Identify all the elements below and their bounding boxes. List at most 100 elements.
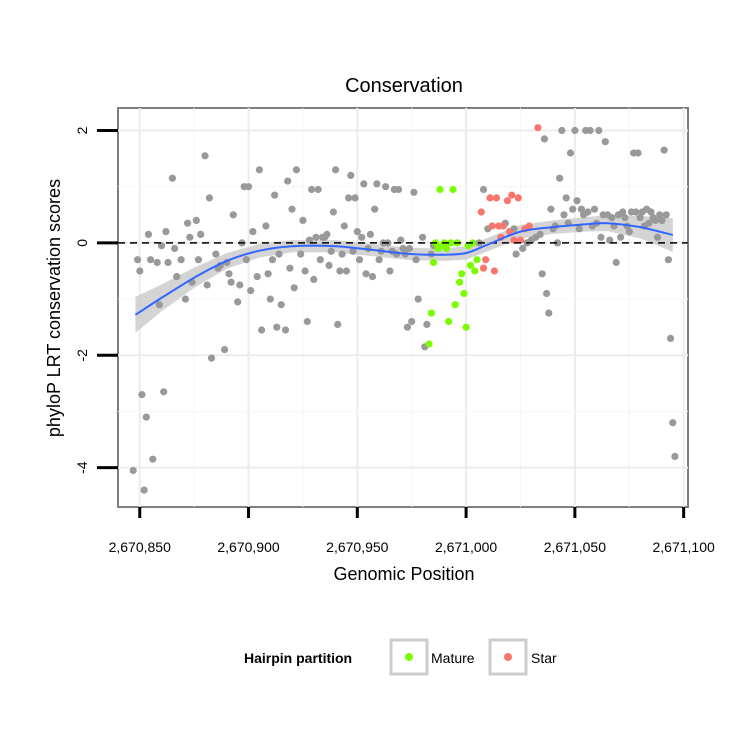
data-point-other	[207, 354, 216, 362]
data-point-star	[508, 191, 516, 199]
data-point-star	[516, 236, 525, 244]
data-point-mature	[458, 270, 466, 278]
data-point-mature	[462, 323, 470, 331]
data-point-other	[558, 126, 566, 135]
data-point-other	[205, 194, 213, 202]
data-point-other	[595, 126, 603, 135]
legend-item-mature: Mature	[389, 638, 475, 676]
data-point-other	[136, 267, 144, 275]
data-point-other	[264, 270, 272, 278]
data-point-other	[327, 247, 335, 255]
data-point-other	[543, 289, 551, 298]
data-point-other	[645, 219, 653, 227]
data-point-other	[308, 185, 316, 194]
data-point-other	[244, 183, 253, 191]
data-point-star	[534, 124, 542, 132]
data-point-other	[636, 214, 644, 222]
data-point-other	[134, 256, 142, 264]
data-point-star	[486, 194, 494, 202]
x-tick-label: 2,671,050	[544, 539, 606, 555]
data-point-other	[273, 323, 281, 331]
data-point-other	[375, 256, 383, 264]
data-point-other	[571, 126, 579, 135]
data-point-other	[536, 230, 544, 238]
data-point-other	[368, 273, 377, 281]
data-point-other	[229, 211, 237, 219]
data-point-other	[597, 233, 605, 241]
data-point-mature	[451, 301, 459, 309]
data-point-other	[566, 149, 575, 157]
data-point-other	[405, 244, 414, 253]
data-point-other	[247, 287, 255, 295]
data-point-other	[212, 250, 220, 258]
data-point-mature	[456, 278, 464, 286]
x-axis: 2,670,850 2,670,900 2,670,950 2,671,000 2,67…	[109, 507, 715, 555]
confidence-band-area	[135, 215, 673, 333]
data-point-other	[584, 208, 592, 216]
y-tick-label: 2	[74, 126, 90, 134]
data-point-other	[382, 183, 390, 191]
data-point-other	[225, 270, 233, 278]
data-point-other	[606, 236, 614, 244]
data-point-other	[423, 320, 431, 328]
smooth-line	[134, 222, 674, 316]
data-point-mature	[466, 261, 474, 269]
data-point-other	[412, 256, 420, 264]
data-point-other	[236, 281, 244, 289]
data-point-other	[268, 256, 277, 264]
data-point-other	[608, 214, 616, 222]
data-point-other	[547, 205, 555, 213]
data-point-other	[397, 236, 405, 244]
data-point-other	[157, 242, 166, 250]
data-point-other	[519, 244, 527, 253]
legend-swatch-mature	[405, 653, 413, 661]
data-point-other	[147, 256, 155, 264]
data-point-other	[512, 250, 520, 258]
data-point-other	[310, 275, 318, 283]
data-point-other	[625, 228, 633, 236]
smooth-curve	[134, 222, 674, 316]
x-tick-label: 2,670,950	[326, 539, 388, 555]
data-point-other	[160, 388, 168, 396]
data-point-other	[586, 126, 594, 135]
data-point-other	[316, 256, 324, 264]
data-point-other	[664, 256, 673, 264]
grid-lines	[118, 108, 688, 507]
data-point-other	[184, 219, 192, 227]
data-point-other	[297, 250, 305, 258]
data-point-other	[171, 244, 179, 253]
data-point-other	[590, 205, 599, 213]
data-point-other	[329, 208, 337, 216]
data-point-star	[503, 197, 511, 205]
data-point-other	[342, 267, 350, 275]
data-point-other	[138, 391, 146, 399]
data-point-other	[177, 256, 185, 264]
data-point-mature	[436, 185, 444, 194]
data-point-other	[366, 230, 374, 238]
data-point-star	[525, 222, 533, 230]
data-point-other	[266, 295, 274, 303]
data-point-other	[612, 258, 620, 267]
data-point-other	[540, 135, 549, 143]
data-point-other	[545, 309, 553, 317]
y-tick-label: -4	[74, 461, 90, 474]
x-tick-label: 2,671,100	[653, 539, 715, 555]
data-point-other	[203, 281, 211, 289]
data-point-other	[653, 233, 662, 241]
data-point-other	[305, 236, 314, 244]
legend-swatch-star	[504, 653, 512, 661]
data-point-other	[632, 208, 640, 216]
data-point-other	[234, 298, 242, 306]
data-point-other	[129, 466, 137, 475]
data-point-other	[419, 233, 427, 241]
data-point-other	[479, 185, 488, 194]
legend-label-mature: Mature	[431, 650, 475, 666]
data-point-other	[371, 205, 379, 213]
data-point-other	[667, 334, 675, 342]
y-axis-title: phyloP LRT conservation scores	[44, 179, 64, 437]
x-tick-label: 2,671,000	[435, 539, 497, 555]
data-point-other	[286, 264, 294, 272]
data-point-other	[323, 230, 331, 238]
data-point-other	[153, 258, 161, 267]
data-point-other	[651, 216, 660, 224]
